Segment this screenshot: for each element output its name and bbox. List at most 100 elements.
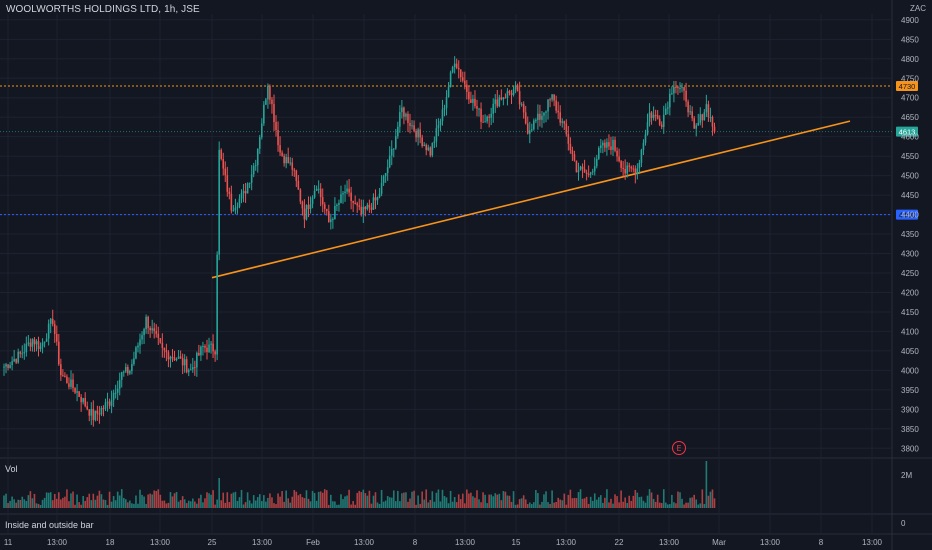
candle-body: [299, 189, 302, 202]
candle-body: [512, 89, 515, 96]
candle-body: [486, 116, 488, 122]
candle-body: [236, 206, 239, 208]
candle-body: [419, 129, 421, 138]
candle-body: [19, 351, 22, 354]
candle-body: [510, 92, 513, 96]
candle-body: [248, 182, 251, 184]
volume-bar: [522, 495, 525, 508]
candle-body: [571, 150, 574, 155]
candle-body: [129, 371, 131, 374]
volume-bar: [143, 496, 145, 508]
support-price-label: 4400: [899, 211, 916, 220]
volume-bar: [127, 502, 129, 508]
volume-bar: [185, 503, 188, 508]
volume-bar: [86, 497, 89, 508]
volume-bar: [449, 490, 452, 508]
volume-bar: [693, 494, 695, 508]
volume-bar: [76, 494, 78, 508]
volume-bar: [189, 501, 192, 508]
volume-bar: [419, 503, 421, 508]
candle-body: [583, 168, 586, 173]
x-tick-label: 15: [512, 538, 521, 547]
volume-bar: [537, 493, 539, 508]
volume-bar: [399, 501, 401, 508]
volume-bar: [516, 504, 519, 508]
candle-body: [508, 91, 511, 93]
volume-bar: [224, 502, 227, 508]
volume-bar: [167, 502, 170, 508]
volume-bar: [157, 489, 160, 508]
volume-bar: [332, 501, 334, 508]
candle-body: [60, 364, 62, 376]
volume-bar: [695, 499, 698, 508]
candle-body: [356, 203, 359, 206]
candle-body: [407, 113, 409, 124]
volume-bar: [354, 504, 356, 508]
candle-body: [330, 219, 332, 223]
y-tick-label: 4900: [901, 16, 919, 25]
volume-bar: [129, 500, 131, 508]
candle-body: [191, 367, 194, 370]
volume-bar: [334, 501, 336, 508]
candle-body: [713, 126, 716, 132]
volume-bar: [478, 499, 480, 508]
volume-bar: [474, 497, 476, 508]
volume-bar: [620, 490, 622, 508]
candle-body: [340, 194, 342, 203]
volume-bar: [173, 493, 176, 508]
candle-body: [285, 157, 287, 164]
volume-bar: [401, 493, 403, 508]
volume-bar: [3, 495, 5, 508]
volume-bar: [236, 500, 239, 508]
candle-body: [595, 158, 598, 167]
candle-body: [658, 118, 661, 125]
volume-bar: [301, 497, 304, 508]
volume-bar: [51, 500, 54, 508]
candle-body: [33, 339, 36, 345]
volume-bar: [21, 496, 24, 508]
candle-body: [490, 113, 492, 118]
candle-body: [53, 324, 56, 335]
candle-body: [614, 139, 616, 151]
candle-body: [689, 111, 691, 113]
candle-body: [177, 356, 180, 359]
candle-body: [472, 98, 474, 103]
candle-body: [143, 329, 145, 336]
earnings-marker-icon[interactable]: E: [672, 441, 686, 455]
candle-body: [437, 125, 440, 129]
candle-body: [557, 110, 559, 113]
candle-body: [127, 366, 129, 374]
volume-bar: [703, 503, 706, 508]
candle-body: [90, 408, 93, 416]
volume-bar: [35, 503, 38, 508]
volume-bar: [394, 501, 397, 508]
candle-body: [634, 168, 637, 174]
volume-bar: [610, 498, 612, 508]
volume-bar: [244, 502, 247, 508]
candle-body: [370, 207, 373, 210]
volume-bar: [246, 492, 249, 508]
candle-body: [305, 204, 308, 220]
candle-body: [620, 161, 622, 168]
x-tick-label: 11: [4, 538, 13, 547]
volume-bar: [539, 504, 541, 508]
volume-bar: [581, 498, 584, 508]
candle-body: [159, 338, 162, 343]
volume-bar: [206, 492, 208, 508]
volume-bar: [612, 503, 614, 508]
volume-bar: [504, 491, 507, 508]
volume-bar: [709, 491, 712, 508]
candle-body: [281, 152, 283, 156]
volume-bar: [147, 494, 149, 508]
candle-body: [636, 168, 639, 174]
volume-bar: [374, 492, 377, 508]
x-tick-label: 13:00: [252, 538, 273, 547]
candle-body: [597, 147, 600, 159]
volume-bar: [512, 491, 515, 508]
volume-bar: [431, 491, 434, 508]
candle-body: [263, 104, 265, 124]
volume-bar: [344, 496, 346, 508]
volume-bar: [583, 498, 586, 508]
volume-bar: [74, 504, 76, 508]
